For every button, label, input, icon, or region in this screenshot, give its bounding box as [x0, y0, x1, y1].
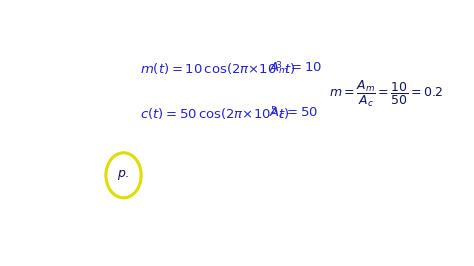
Text: $m = \dfrac{A_m}{A_c} = \dfrac{10}{50} = 0.2$: $m = \dfrac{A_m}{A_c} = \dfrac{10}{50} =… — [329, 79, 444, 109]
Text: $A_c = 50$: $A_c = 50$ — [269, 106, 318, 121]
Text: $c(t) = 50\,\cos\!\left(2\pi{\times}10^5\,t\right)$: $c(t) = 50\,\cos\!\left(2\pi{\times}10^5… — [140, 105, 290, 123]
Text: $p.$: $p.$ — [117, 168, 130, 182]
Text: $m(t) = 10\,\cos\!\left(2\pi{\times}10^3\,t\right)$: $m(t) = 10\,\cos\!\left(2\pi{\times}10^3… — [140, 60, 295, 78]
Text: $A_m = 10$: $A_m = 10$ — [269, 61, 322, 76]
